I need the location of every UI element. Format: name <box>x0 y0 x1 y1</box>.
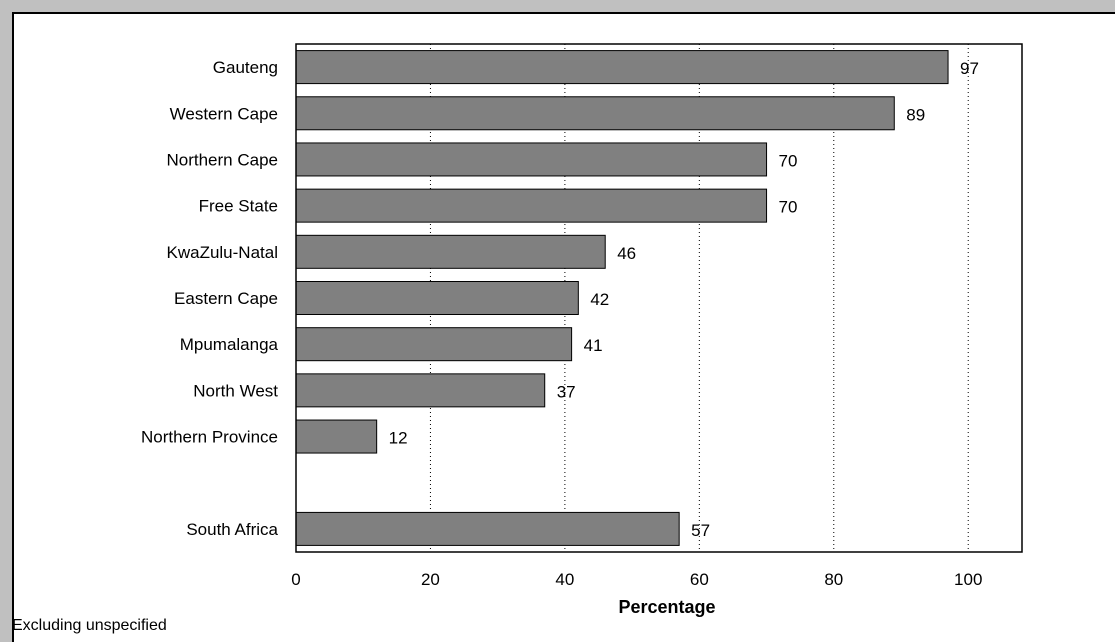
category-label: North West <box>193 381 278 400</box>
category-label: KwaZulu-Natal <box>167 243 279 262</box>
bar <box>295 96 895 131</box>
value-label: 12 <box>389 429 408 448</box>
bars <box>295 50 949 546</box>
bar <box>295 511 680 546</box>
value-label: 89 <box>906 105 925 124</box>
value-label: 41 <box>584 336 603 355</box>
category-label: Eastern Cape <box>174 289 278 308</box>
footnote: Excluding unspecified <box>12 617 167 634</box>
value-label: 57 <box>691 521 710 540</box>
bar <box>295 281 579 315</box>
value-label: 97 <box>960 59 979 78</box>
category-label: Northern Province <box>141 428 278 447</box>
x-tick-label: 0 <box>291 570 300 589</box>
bar <box>295 419 378 454</box>
x-tick-label: 80 <box>824 570 843 589</box>
category-label: Gauteng <box>213 58 278 77</box>
category-label: Northern Cape <box>166 150 278 169</box>
x-tick-label: 60 <box>690 570 709 589</box>
category-label: South Africa <box>186 520 278 539</box>
x-axis-title: Percentage <box>618 597 715 617</box>
x-tick-label: 100 <box>954 570 982 589</box>
value-label: 70 <box>779 151 798 170</box>
plot-frame <box>295 43 1023 553</box>
category-label: Western Cape <box>170 104 278 123</box>
bar <box>295 327 573 362</box>
x-tick-label: 20 <box>421 570 440 589</box>
x-tick-label: 40 <box>555 570 574 589</box>
value-label: 37 <box>557 382 576 401</box>
value-label: 46 <box>617 244 636 263</box>
labels: 0 20 40 60 80 100 Gauteng 97 Western Cape 89 North… <box>141 58 982 589</box>
category-label: Mpumalanga <box>180 335 279 354</box>
category-label: Free State <box>199 197 278 216</box>
bar <box>295 50 949 85</box>
bar <box>295 234 606 269</box>
bar <box>295 188 768 223</box>
bar <box>295 373 546 408</box>
value-label: 42 <box>590 290 609 309</box>
bar <box>295 142 768 177</box>
value-label: 70 <box>779 198 798 217</box>
